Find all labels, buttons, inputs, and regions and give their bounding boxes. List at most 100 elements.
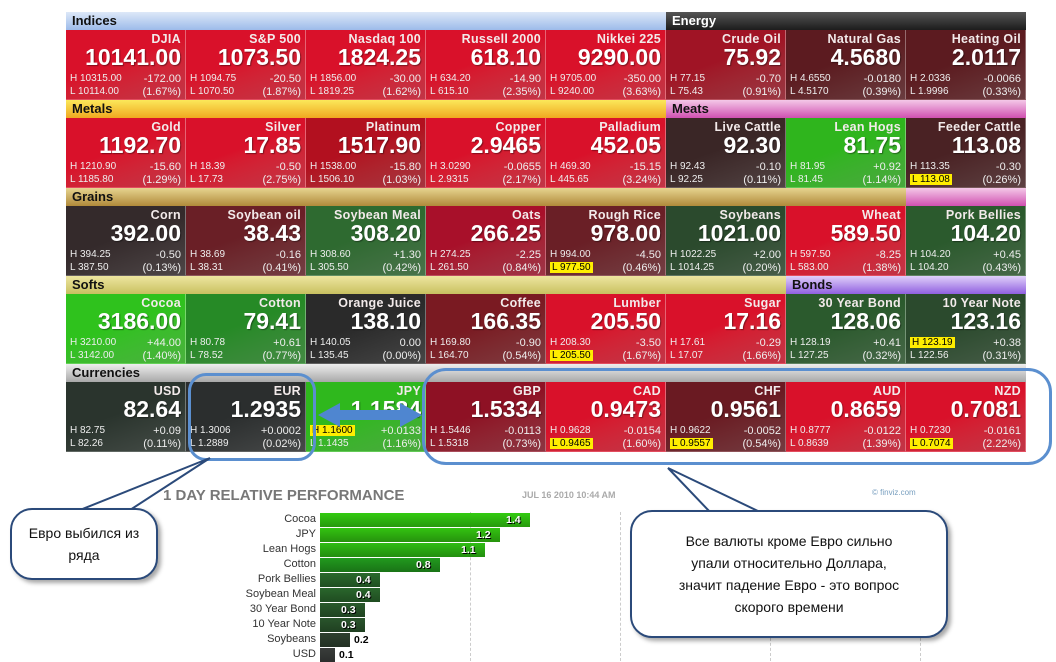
tile-percent: (1.67%) [622,350,661,362]
tile-price: 392.00 [110,220,181,246]
tile-name: Cotton [258,296,301,310]
tile-name: Natural Gas [827,32,901,46]
tile-low: L 305.50 [310,262,349,273]
tile-high: H 169.80 [430,337,471,348]
tile-natural-gas[interactable]: Natural Gas 4.5680 H 4.6550 L 4.5170 -0.0180… [786,30,906,100]
tile-copper[interactable]: Copper 2.9465 H 3.0290 L 2.9315 -0.0655 (2.17… [426,118,546,188]
tile-orange-juice[interactable]: Orange Juice 138.10 H 140.05 L 135.45 0.00 (0… [306,294,426,364]
tile-djia[interactable]: DJIA 10141.00 H 10315.00 L 10114.00 -172.00(… [66,30,186,100]
tile-rough-rice[interactable]: Rough Rice 978.00 H 994.00 L 977.50 -4.50 (0.… [546,206,666,276]
tile-percent: (0.02%) [262,438,301,450]
bar-soybeans[interactable] [320,633,350,647]
tile-heating-oil[interactable]: Heating Oil 2.0117 H 2.0336 L 1.9996 -0.0066… [906,30,1026,100]
tile-lumber[interactable]: Lumber 205.50 H 208.30 L 205.50 -3.50 (1.67%) [546,294,666,364]
tile-low: L 1.2889 [190,438,229,449]
section-indices: Indices [66,12,666,30]
tile-cocoa[interactable]: Cocoa 3186.00 H 3210.00 L 3142.00 +44.00 (1.4… [66,294,186,364]
tile-cad[interactable]: CAD 0.9473 H 0.9628 L 0.9465 -0.0154 (1.60%) [546,382,666,452]
tile-aud[interactable]: AUD 0.8659 H 0.8777 L 0.8639 -0.0122 (1.39%) [786,382,906,452]
bar-label: Soybean Meal [245,588,316,600]
tile-soybeans[interactable]: Soybeans 1021.00 H 1022.25 L 1014.25 +2.00 (0… [666,206,786,276]
bar-cocoa[interactable] [320,513,530,527]
tile-low: L 1070.50 [190,86,235,97]
tile-percent: (0.33%) [982,86,1021,98]
tile-corn[interactable]: Corn 392.00 H 394.25 L 387.50 -0.50 (0.13%) [66,206,186,276]
tile-nikkei-225[interactable]: Nikkei 225 9290.00 H 9705.00 L 9240.00 -350.… [546,30,666,100]
finviz-credit-link[interactable]: © finviz.com [872,488,916,497]
bar-30-year-bond[interactable] [320,603,365,617]
tile-name: Coffee [500,296,541,310]
chart-title: 1 DAY RELATIVE PERFORMANCE [163,487,405,504]
tile-name: 30 Year Bond [818,296,901,310]
section-metals: Metals [66,100,666,118]
bar-lean-hogs[interactable] [320,543,485,557]
tile-soybean-oil[interactable]: Soybean oil 38.43 H 38.69 L 38.31 -0.16 (0.41… [186,206,306,276]
tile-low: L 0.8639 [790,438,829,449]
tile-change: -0.0154 [623,425,661,437]
tile-soybean-meal[interactable]: Soybean Meal 308.20 H 308.60 L 305.50 +1.30(… [306,206,426,276]
tile-lean-hogs[interactable]: Lean Hogs 81.75 H 81.95 L 81.45 +0.92 (1.14%) [786,118,906,188]
bar-label: USD [292,648,316,660]
tile-price: 1073.50 [217,44,301,70]
tile-palladium[interactable]: Palladium 452.05 H 469.30 L 445.65 -15.15 (3.… [546,118,666,188]
bar-soybean-meal[interactable] [320,588,380,602]
tile-30-year-bond[interactable]: 30 Year Bond 128.06 H 128.19 L 127.25 +0.41(… [786,294,906,364]
tile-high: H 80.78 [190,337,226,348]
tile-name: Copper [495,120,541,134]
tile-change: +2.00 [753,249,781,261]
tile-name: Platinum [365,120,421,134]
tile-low: L 17.07 [670,350,703,361]
tile-chf[interactable]: CHF 0.9561 H 0.9622 L 0.9557 -0.0052 (0.54%) [666,382,786,452]
tile-gold[interactable]: Gold 1192.70 H 1210.90 L 1185.80 -15.60 (1.29… [66,118,186,188]
tile-nzd[interactable]: NZD 0.7081 H 0.7230 L 0.7074 -0.0161 (2.22%) [906,382,1026,452]
double-arrow-icon [318,403,422,427]
tile-nasdaq-100[interactable]: Nasdaq 100 1824.25 H 1856.00 L 1819.25 -30.0… [306,30,426,100]
tile-percent: (1.38%) [862,262,901,274]
bar-label: Pork Bellies [257,573,316,585]
tile-price: 589.50 [830,220,901,246]
bar-value: 1.2 [476,529,491,541]
tile-price: 17.16 [723,308,781,334]
tile-low: L 387.50 [70,262,109,273]
tile-crude-oil[interactable]: Crude Oil 75.92 H 77.15 L 75.43 -0.70 (0.91%) [666,30,786,100]
tile-percent: (0.84%) [502,262,541,274]
bar-pork-bellies[interactable] [320,573,380,587]
tile-price: 618.10 [470,44,541,70]
tile-percent: (1.67%) [142,86,181,98]
tile-platinum[interactable]: Platinum 1517.90 H 1538.00 L 1506.10 -15.80(… [306,118,426,188]
tile-high: H 10315.00 [70,73,122,84]
tile-high: H 3210.00 [70,337,117,348]
tile-sugar[interactable]: Sugar 17.16 H 17.61 L 17.07 -0.29 (1.66%) [666,294,786,364]
tile-feeder-cattle[interactable]: Feeder Cattle 113.08 H 113.35 L 113.08 -0.30… [906,118,1026,188]
tile-low: L 82.26 [70,438,103,449]
tile-price: 0.8659 [830,396,901,422]
bar-10-year-note[interactable] [320,618,365,632]
tile-eur[interactable]: EUR 1.2935 H 1.3006 L 1.2889 +0.0002 (0.02%) [186,382,306,452]
tile-low: L 615.10 [430,86,469,97]
tile-10-year-note[interactable]: 10 Year Note 123.16 H 123.19 L 122.56 +0.38(… [906,294,1026,364]
tile-high: H 597.50 [790,249,831,260]
bar-jpy[interactable] [320,528,500,542]
tile-low: L 75.43 [670,86,703,97]
tile-gbp[interactable]: GBP 1.5334 H 1.5446 L 1.5318 -0.0113 (0.73%) [426,382,546,452]
bar-label: Cotton [283,558,316,570]
tile-coffee[interactable]: Coffee 166.35 H 169.80 L 164.70 -0.90 (0.54%) [426,294,546,364]
tile-wheat[interactable]: Wheat 589.50 H 597.50 L 583.00 -8.25 (1.38%) [786,206,906,276]
tile-percent: (1.62%) [382,86,421,98]
tile-oats[interactable]: Oats 266.25 H 274.25 L 261.50 -2.25 (0.84%) [426,206,546,276]
tile-russell-2000[interactable]: Russell 2000 618.10 H 634.20 L 615.10 -14.90… [426,30,546,100]
tile-usd[interactable]: USD 82.64 H 82.75 L 82.26 +0.09 (0.11%) [66,382,186,452]
tile-high: H 104.20 [910,249,951,260]
tile-silver[interactable]: Silver 17.85 H 18.39 L 17.73 -0.50 (2.75%) [186,118,306,188]
tile-price: 82.64 [123,396,181,422]
tile-live-cattle[interactable]: Live Cattle 92.30 H 92.43 L 92.25 -0.10 (0.11… [666,118,786,188]
tile-s-p-500[interactable]: S&P 500 1073.50 H 1094.75 L 1070.50 -20.50 (1… [186,30,306,100]
bar-cotton[interactable] [320,558,440,572]
tile-pork-bellies[interactable]: Pork Bellies 104.20 H 104.20 L 104.20 +0.45(… [906,206,1026,276]
tile-cotton[interactable]: Cotton 79.41 H 80.78 L 78.52 +0.61 (0.77%) [186,294,306,364]
tile-high: H 113.35 [910,161,950,172]
bar-usd[interactable] [320,648,335,662]
bar-label: Soybeans [267,633,316,645]
tile-change: -0.0122 [863,425,901,437]
tile-name: Gold [151,120,181,134]
